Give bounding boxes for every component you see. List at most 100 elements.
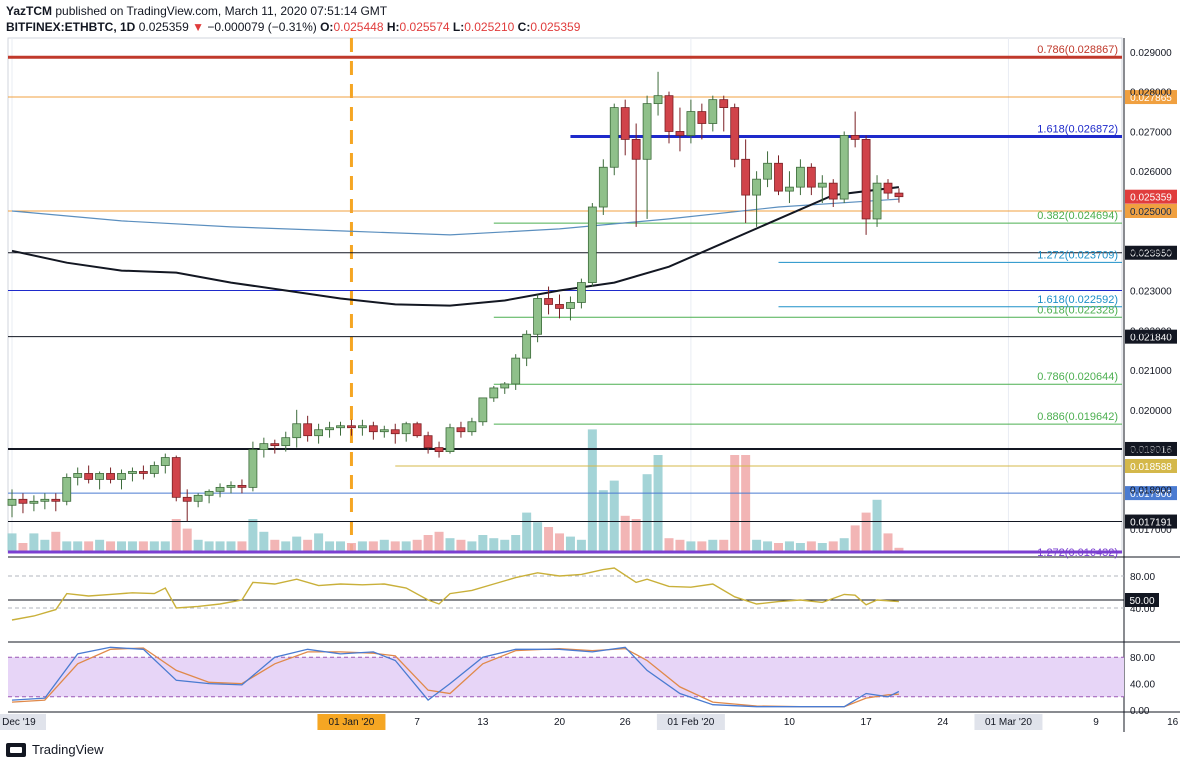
x-tick-highlight — [974, 714, 1043, 730]
volume-bar — [806, 541, 816, 551]
volume-bar — [314, 533, 324, 551]
y-tick-label: 0.019000 — [1130, 446, 1172, 457]
candle-body — [303, 423, 313, 437]
candle-body — [467, 421, 477, 433]
stoch-tick-label: 0.00 — [1130, 706, 1150, 717]
candle-body — [412, 423, 422, 437]
x-tick-highlight — [0, 714, 46, 730]
candle-body — [193, 494, 203, 502]
x-tick-label: 01 Jan '20 — [329, 717, 375, 728]
candle-body — [828, 182, 838, 200]
volume-bar — [303, 539, 313, 551]
volume-bar — [511, 535, 521, 551]
x-tick-label: 01 Feb '20 — [667, 717, 714, 728]
candle-body — [95, 473, 104, 480]
volume-bar — [587, 429, 597, 551]
volume-bar — [708, 539, 718, 551]
close-label: C: — [517, 20, 531, 34]
volume-bar — [664, 538, 674, 551]
candle-body — [18, 498, 28, 504]
candle-body — [872, 182, 882, 220]
price-badge — [1125, 189, 1177, 204]
low-label: L: — [452, 20, 465, 34]
volume-bar — [675, 539, 685, 551]
volume-bar — [51, 531, 61, 551]
volume-bar — [18, 543, 28, 551]
candle-body — [577, 282, 586, 303]
y-tick-label: 0.020000 — [1130, 406, 1172, 417]
high-value: 0.025574 — [399, 20, 450, 34]
close-value: 0.025359 — [530, 20, 581, 34]
price-badge — [1125, 486, 1177, 501]
candle-body — [774, 162, 783, 192]
candle-body — [357, 425, 367, 429]
candle-body — [128, 471, 137, 474]
level-label: 1.272(0.023709) — [1037, 249, 1118, 261]
volume-bar — [357, 541, 367, 551]
volume-bar — [171, 519, 181, 551]
candle-body — [445, 427, 455, 452]
candle-body — [379, 429, 389, 433]
volume-bar — [828, 541, 838, 551]
candle-body — [423, 435, 433, 449]
level-label: 0.618(0.022328) — [1037, 304, 1118, 316]
price-badge-text: 0.017191 — [1130, 518, 1172, 529]
x-tick-label: 13 — [477, 717, 489, 728]
y-tick-label: 0.028000 — [1130, 88, 1172, 99]
volume-bar — [160, 541, 170, 551]
volume-bar — [631, 519, 641, 551]
volume-bar — [336, 541, 345, 551]
volume-bar — [697, 541, 707, 551]
volume-bar — [489, 538, 499, 551]
candle-body — [248, 449, 258, 488]
rsi-tick-label: 40.00 — [1130, 604, 1155, 615]
symbol-label: BITFINEX:ETHBTC, 1D — [6, 20, 136, 34]
volume-bar — [292, 536, 302, 551]
volume-bar — [686, 541, 696, 551]
volume-bar — [730, 455, 740, 551]
volume-bar — [204, 541, 214, 551]
volume-bar — [850, 525, 860, 551]
price-badge — [1125, 514, 1177, 529]
volume-bar — [894, 547, 904, 551]
candle-body — [850, 135, 860, 140]
candle-body — [138, 471, 148, 474]
stoch-k-line — [11, 646, 900, 708]
candle-body — [730, 107, 740, 160]
volume-bar — [346, 543, 356, 551]
level-label: 1.618(0.026872) — [1037, 124, 1118, 136]
candle-body — [566, 302, 575, 309]
candle-body — [259, 443, 269, 451]
volume-bar — [795, 543, 805, 551]
volume-bar — [237, 541, 247, 551]
candle-body — [292, 423, 302, 439]
volume-bar — [598, 490, 608, 551]
last-price: 0.025359 — [138, 20, 189, 34]
candle-body — [719, 99, 729, 108]
volume-bar — [653, 455, 663, 551]
volume-bar — [193, 539, 203, 551]
candle-body — [281, 437, 291, 447]
volume-bar — [620, 515, 630, 551]
candle-body — [631, 139, 641, 160]
candle-body — [237, 484, 247, 488]
price-badge — [1125, 90, 1177, 105]
tradingview-logo-icon — [6, 742, 26, 757]
price-badge-text: 0.021840 — [1130, 333, 1172, 344]
rsi-value-text: 50.00 — [1129, 596, 1154, 607]
author-name[interactable]: YazTCM — [6, 4, 53, 18]
candle-body — [204, 490, 214, 496]
publish-text: published on TradingView.com, March 11, … — [55, 4, 388, 18]
volume-bar — [445, 538, 455, 551]
x-tick-label: 10 — [784, 717, 796, 728]
candle-body — [500, 383, 510, 389]
volume-bar — [872, 499, 882, 551]
candle-body — [325, 427, 334, 431]
x-tick-label: 7 — [414, 717, 420, 728]
level-label: 1.272(0.016432) — [1037, 547, 1118, 559]
y-tick-label: 0.018000 — [1130, 485, 1172, 496]
volume-bar — [555, 533, 564, 551]
volume-bar — [138, 541, 148, 551]
candle-body — [489, 387, 499, 399]
